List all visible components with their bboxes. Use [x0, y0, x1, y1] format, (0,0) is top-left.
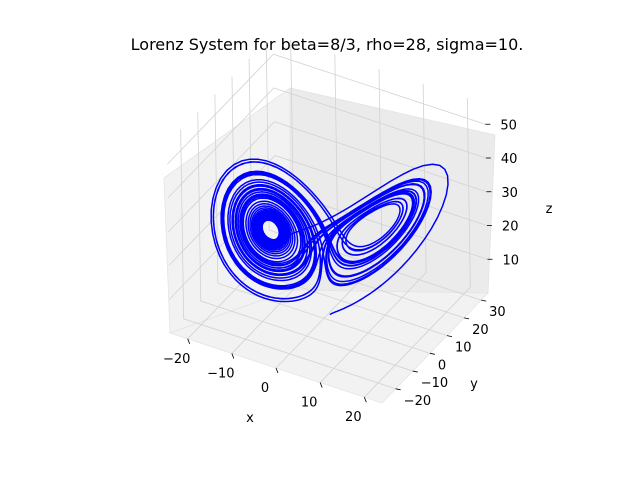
- z-tick-label: 40: [501, 152, 518, 167]
- x-tick-mark: [275, 367, 279, 374]
- x-tick-label: 20: [345, 410, 362, 425]
- grid-line-x: [275, 68, 383, 369]
- y-axis-label: y: [470, 377, 478, 392]
- grid-line-y: [231, 76, 448, 336]
- y-tick-label: 10: [455, 341, 472, 356]
- y-tick-mark: [412, 370, 418, 373]
- x-tick-mark: [363, 397, 367, 403]
- trajectory-line: [210, 158, 449, 316]
- grid-line-y: [197, 112, 413, 372]
- axes-grid: [167, 39, 488, 398]
- grid-line-y: [214, 94, 430, 354]
- y-tick-label: −20: [404, 394, 431, 409]
- x-tick-mark: [231, 353, 235, 359]
- x-tick-label: −20: [163, 352, 190, 367]
- z-tick-label: 30: [501, 186, 518, 201]
- grid-line-z: [167, 87, 486, 199]
- trajectory-series: [210, 158, 449, 316]
- z-tick-label: 10: [502, 253, 519, 268]
- pane-floor: [168, 289, 489, 404]
- y-tick-mark: [446, 335, 453, 337]
- grid-line-z: [167, 53, 486, 165]
- y-tick-mark: [429, 352, 435, 355]
- grid-line-y: [180, 129, 396, 390]
- grid-line-y: [265, 41, 482, 301]
- z-tick-label: 50: [500, 118, 517, 133]
- z-tick-label: 20: [502, 220, 519, 235]
- y-tick-label: −10: [421, 376, 448, 391]
- x-tick-mark: [319, 382, 323, 388]
- x-tick-label: 10: [301, 396, 318, 411]
- x-tick-label: −10: [207, 366, 234, 381]
- x-axis-label: x: [246, 411, 254, 426]
- x-tick-mark: [187, 338, 191, 344]
- y-tick-label: 0: [438, 358, 446, 373]
- x-tick-label: 0: [261, 381, 269, 396]
- grid-line-x: [319, 83, 427, 383]
- y-tick-label: 30: [489, 305, 506, 320]
- grid-line-x: [364, 98, 471, 398]
- y-tick-label: 20: [472, 323, 489, 338]
- y-tick-mark: [481, 299, 487, 302]
- z-axis-label: z: [546, 202, 553, 217]
- y-tick-mark: [463, 317, 470, 320]
- y-tick-mark: [395, 388, 401, 391]
- chart-title: Lorenz System for beta=8/3, rho=28, sigm…: [131, 35, 524, 54]
